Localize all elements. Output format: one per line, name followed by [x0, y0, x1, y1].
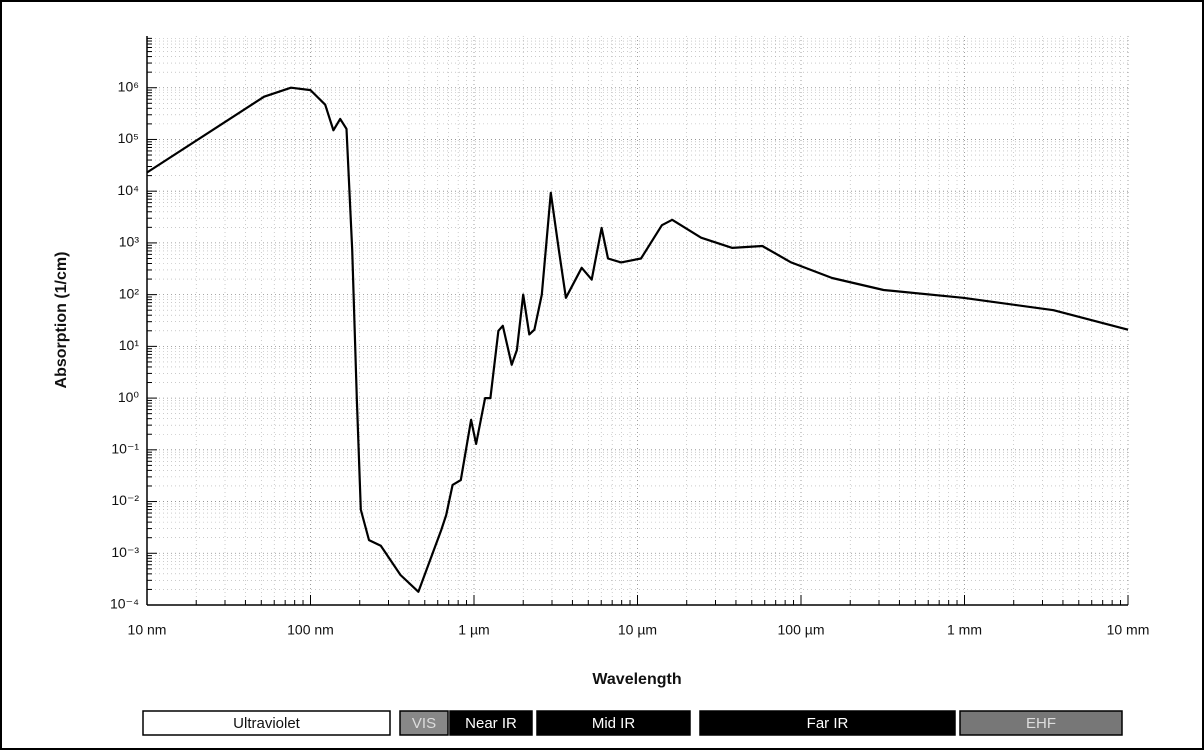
y-tick-label: 10³	[119, 234, 140, 250]
band-label: VIS	[412, 715, 436, 732]
x-tick-label: 1 mm	[947, 622, 982, 638]
y-tick-label: 10²	[119, 285, 140, 301]
y-tick-label: 10⁻²	[111, 492, 139, 508]
y-tick-label: 10¹	[119, 337, 140, 353]
x-tick-label: 1 µm	[458, 622, 489, 638]
y-tick-label: 10⁵	[118, 130, 139, 146]
x-tick-label: 100 nm	[287, 622, 334, 638]
band-label: Far IR	[807, 715, 849, 732]
y-tick-label: 10⁻³	[111, 544, 139, 560]
x-axis-label: Wavelength	[592, 671, 681, 688]
band-label: Mid IR	[592, 715, 636, 732]
data-line	[146, 86, 1129, 593]
band-label: EHF	[1026, 715, 1056, 732]
band	[536, 710, 691, 736]
y-tick-label: 10⁻⁴	[110, 596, 139, 612]
band	[399, 710, 449, 736]
y-tick-label: 10⁻¹	[111, 441, 139, 457]
band	[142, 710, 391, 736]
band	[959, 710, 1123, 736]
band	[449, 710, 533, 736]
x-tick-label: 10 mm	[1107, 622, 1150, 638]
band-label: Ultraviolet	[233, 715, 301, 732]
band	[699, 710, 956, 736]
x-tick-label: 10 nm	[128, 622, 167, 638]
x-tick-label: 100 µm	[778, 622, 825, 638]
x-tick-label: 10 µm	[618, 622, 657, 638]
band-label: Near IR	[465, 715, 517, 732]
y-tick-label: 10⁴	[117, 182, 139, 198]
y-axis-label: Absorption (1/cm)	[53, 252, 70, 389]
y-tick-label: 10⁰	[118, 389, 140, 405]
y-tick-label: 10⁶	[118, 78, 139, 94]
